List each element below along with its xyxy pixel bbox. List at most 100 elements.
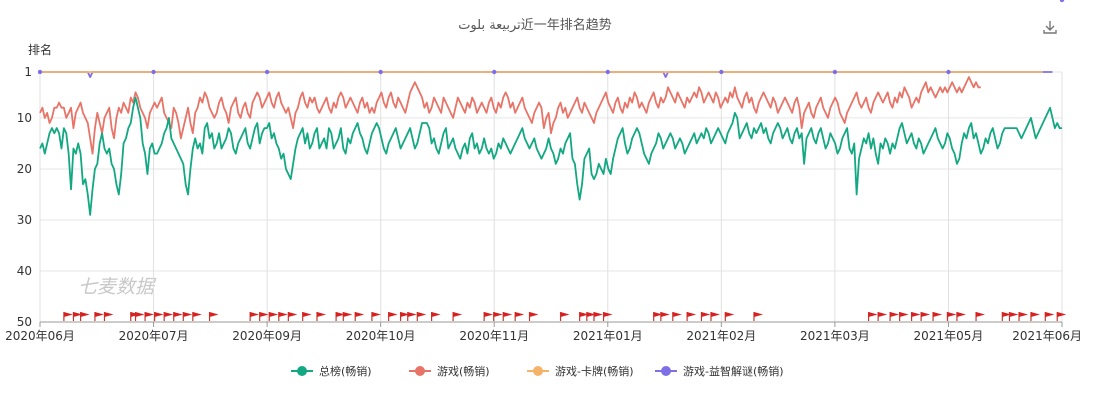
series-point[interactable] [946,69,951,75]
series-layer [37,0,1065,216]
flag-marker[interactable] [249,312,260,321]
flags-layer [63,312,1067,321]
flag-marker[interactable] [867,312,878,321]
flag-marker[interactable] [502,312,513,321]
x-tick-label: 2021年01月 [573,329,643,343]
flag-marker[interactable] [946,312,957,321]
series-point[interactable] [264,69,270,75]
flag-marker[interactable] [316,312,326,321]
flag-marker[interactable] [103,312,114,321]
legend: 总榜(畅销) 游戏(畅销) 游戏-卡牌(畅销) 游戏-益智解谜(畅销) [291,364,784,378]
flag-marker[interactable] [528,312,539,321]
series-point[interactable] [37,69,43,75]
flag-marker[interactable] [208,312,219,321]
flag-marker[interactable] [259,312,269,321]
series-point[interactable] [719,69,724,75]
flag-marker[interactable] [956,312,966,321]
flag-marker[interactable] [163,312,174,321]
flag-marker[interactable] [1044,312,1055,321]
chart-title: تربيعة بلوت近一年排名趋势 [458,17,612,33]
legend-item[interactable]: 游戏-卡牌(畅销) [527,364,634,378]
flag-marker[interactable] [431,312,441,321]
y-tick-label: 1 [24,65,32,79]
flag-marker[interactable] [653,312,663,321]
flag-marker[interactable] [452,312,463,321]
flag-marker[interactable] [686,312,697,321]
flag-marker[interactable] [302,312,312,321]
flag-marker[interactable] [899,312,909,321]
flag-marker[interactable] [342,312,353,321]
flag-marker[interactable] [268,312,279,321]
flag-marker[interactable] [920,312,931,321]
flag-marker[interactable] [278,312,288,321]
legend-marker [297,366,307,376]
x-tick-label: 2020年10月 [346,329,416,343]
series-point[interactable] [1059,0,1065,3]
series-line-1[interactable] [39,76,981,155]
flag-marker[interactable] [287,312,298,321]
legend-item[interactable]: 游戏-益智解谜(畅销) [655,364,784,378]
flag-marker[interactable] [753,312,763,321]
flag-marker[interactable] [94,312,104,321]
flag-marker[interactable] [579,312,589,321]
flag-marker[interactable] [72,312,83,321]
flag-marker[interactable] [354,312,365,321]
flag-marker[interactable] [144,312,155,321]
series-point[interactable] [605,69,610,75]
flag-marker[interactable] [399,312,410,321]
flag-marker[interactable] [483,312,494,321]
flag-marker[interactable] [154,312,164,321]
y-tick-label: 20 [17,162,32,176]
flag-marker[interactable] [134,312,145,321]
flag-marker[interactable] [182,312,193,321]
y-tick-label: 30 [17,213,32,227]
legend-item[interactable]: 总榜(畅销) [291,364,372,378]
flag-marker[interactable] [1001,312,1012,321]
series-line-0[interactable] [39,96,1062,216]
flag-marker[interactable] [63,312,73,321]
flag-marker[interactable] [889,312,900,321]
flag-marker[interactable] [700,312,711,321]
flag-marker[interactable] [388,312,398,321]
flag-marker[interactable] [602,312,613,321]
flag-marker[interactable] [710,312,720,321]
flag-marker[interactable] [79,312,90,321]
series-point[interactable] [832,69,838,75]
flag-marker[interactable] [1008,312,1019,321]
grid-layer [39,71,1063,323]
download-icon[interactable] [1041,18,1059,36]
flag-marker[interactable] [493,312,503,321]
x-tick-label: 2020年11月 [459,329,529,343]
flag-marker[interactable] [877,312,888,321]
flag-marker[interactable] [416,312,427,321]
legend-label: 游戏-益智解谜(畅销) [683,364,784,378]
x-tick-label: 2021年02月 [686,329,756,343]
flag-marker[interactable] [335,312,346,321]
flag-marker[interactable] [975,312,986,321]
flag-marker[interactable] [1018,312,1029,321]
flag-marker[interactable] [932,312,943,321]
flag-marker[interactable] [371,312,381,321]
flag-marker[interactable] [514,312,525,321]
series-point[interactable] [151,69,156,75]
flag-marker[interactable] [1056,312,1067,321]
flag-marker[interactable] [173,312,183,321]
x-tick-label: 2020年07月 [119,329,189,343]
flag-marker[interactable] [192,312,202,321]
flag-marker[interactable] [724,312,735,321]
legend-marker [415,366,425,376]
y-tick-label: 10 [17,111,32,125]
flag-marker[interactable] [586,312,596,321]
flag-marker[interactable] [660,312,670,321]
flag-marker[interactable] [672,312,682,321]
flag-marker[interactable] [910,312,921,321]
x-tick-label: 2021年05月 [914,329,984,343]
flag-marker[interactable] [407,312,417,321]
flag-marker[interactable] [559,312,570,321]
flag-marker[interactable] [1030,312,1040,321]
legend-item[interactable]: 游戏(畅销) [409,364,490,378]
flag-marker[interactable] [593,312,603,321]
series-point[interactable] [378,69,383,75]
series-point[interactable] [492,69,497,75]
